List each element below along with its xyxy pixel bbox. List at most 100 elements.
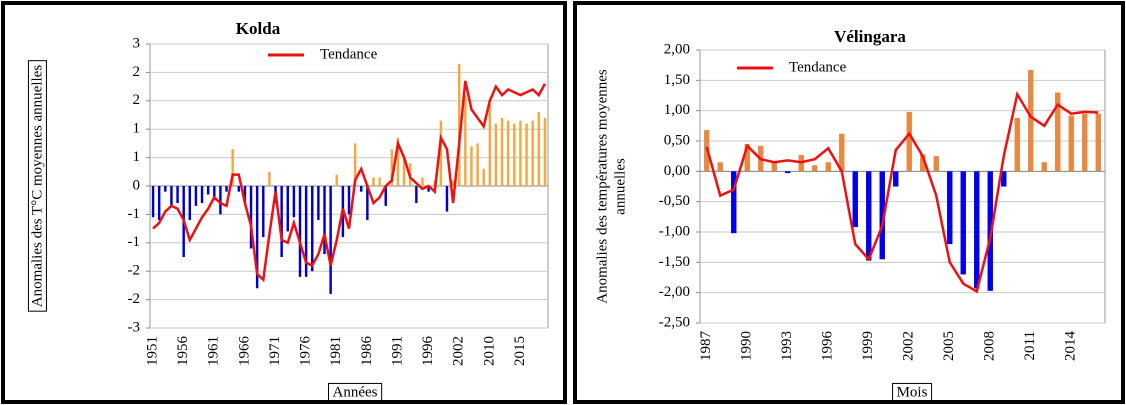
bar <box>513 123 516 186</box>
bar <box>1028 70 1034 172</box>
x-tick-label: 2015 <box>512 336 528 366</box>
bar <box>170 186 173 206</box>
bar <box>200 186 204 204</box>
bar <box>785 171 791 174</box>
y-tick-label: 0 <box>133 177 141 193</box>
x-tick-label: 1976 <box>298 336 314 367</box>
bar <box>1041 162 1047 172</box>
bar <box>206 186 210 195</box>
bar <box>384 186 387 206</box>
bar <box>451 180 455 186</box>
y-tick-label: -3 <box>128 319 141 335</box>
y-tick-label: 0,00 <box>664 163 690 179</box>
bar <box>457 63 461 186</box>
bar <box>960 171 966 275</box>
y-axis-title-line: Anomalies des T°C moyennes annuelles <box>29 65 45 308</box>
bar <box>249 186 253 249</box>
bar <box>1001 171 1007 187</box>
y-tick-label: -2,50 <box>659 314 690 330</box>
bar <box>1014 117 1020 172</box>
legend-label: Tendance <box>789 59 847 75</box>
y-tick-label: -0,50 <box>659 193 690 209</box>
bar <box>537 112 541 186</box>
bar <box>157 186 161 221</box>
bar <box>176 186 179 204</box>
bar <box>188 186 192 221</box>
bar <box>1082 113 1088 172</box>
trend-line <box>152 80 547 283</box>
bar <box>231 149 234 186</box>
x-tick-label: 1993 <box>779 331 795 361</box>
bar <box>292 186 296 218</box>
bar <box>372 177 375 186</box>
bar <box>744 144 750 172</box>
bar <box>543 117 547 186</box>
x-tick-label: 1981 <box>328 336 344 366</box>
bar <box>482 168 485 186</box>
x-tick-label: 1966 <box>236 336 252 367</box>
bar <box>427 186 430 192</box>
bar <box>390 149 394 186</box>
x-tick-label: 1990 <box>739 331 755 361</box>
bar <box>311 186 314 272</box>
bar <box>164 186 167 192</box>
bar <box>151 186 155 218</box>
y-tick-label: 2 <box>133 92 141 108</box>
bar <box>488 103 492 186</box>
bar <box>731 171 737 234</box>
x-tick-label: 1996 <box>820 331 836 362</box>
panel-frame <box>1 1 567 404</box>
bar <box>1068 115 1074 172</box>
y-tick-label: -1,50 <box>659 254 690 270</box>
bar <box>415 186 418 204</box>
bar <box>255 186 259 289</box>
y-tick-label: 1,00 <box>664 102 690 118</box>
y-axis-title: Anomalies des températures moyennes annue… <box>594 69 628 304</box>
y-axis-title-line: Anomalies des températures moyennes <box>594 69 610 304</box>
x-tick-label: 2011 <box>1022 331 1038 360</box>
y-axis-title-box <box>27 60 47 312</box>
y-tick-label: -1 <box>128 206 141 222</box>
bar <box>298 186 302 277</box>
bar <box>812 165 818 172</box>
x-tick-label: 1951 <box>144 336 160 366</box>
bar <box>402 157 406 186</box>
bar <box>1095 113 1101 172</box>
bar <box>262 186 265 238</box>
bar <box>879 171 885 260</box>
bar <box>470 146 473 186</box>
y-tick-label: 0,50 <box>664 132 690 148</box>
bar <box>531 120 534 186</box>
bar <box>852 171 858 228</box>
bar <box>304 186 308 277</box>
y-tick-label: 1 <box>133 121 141 137</box>
x-tick-label: 2005 <box>941 331 957 361</box>
x-tick-label: 2014 <box>1063 331 1079 362</box>
bar <box>378 177 381 186</box>
bar <box>519 120 522 186</box>
bar <box>500 117 504 186</box>
bar <box>268 171 271 186</box>
bar <box>225 186 228 192</box>
bar <box>825 162 831 172</box>
x-axis-title-box <box>892 382 933 402</box>
bar <box>906 111 912 172</box>
panel-frame <box>573 1 1125 404</box>
bar <box>839 133 845 172</box>
x-tick-label: 1956 <box>175 336 191 367</box>
bar <box>213 186 216 201</box>
x-axis-title: Mois <box>897 384 928 400</box>
bar <box>920 154 926 172</box>
y-axis-title-line: annuelles <box>612 158 628 215</box>
bar <box>421 177 424 186</box>
x-tick-label: 1987 <box>698 331 714 362</box>
bar <box>323 186 326 255</box>
y-axis-title: Anomalies des T°C moyennes annuelles <box>27 60 47 312</box>
x-tick-label: 1999 <box>860 331 876 361</box>
bar <box>717 162 723 172</box>
bar <box>476 143 479 186</box>
bar <box>237 186 241 192</box>
y-tick-label: -2 <box>128 263 141 279</box>
y-tick-label: 2,00 <box>664 41 690 57</box>
